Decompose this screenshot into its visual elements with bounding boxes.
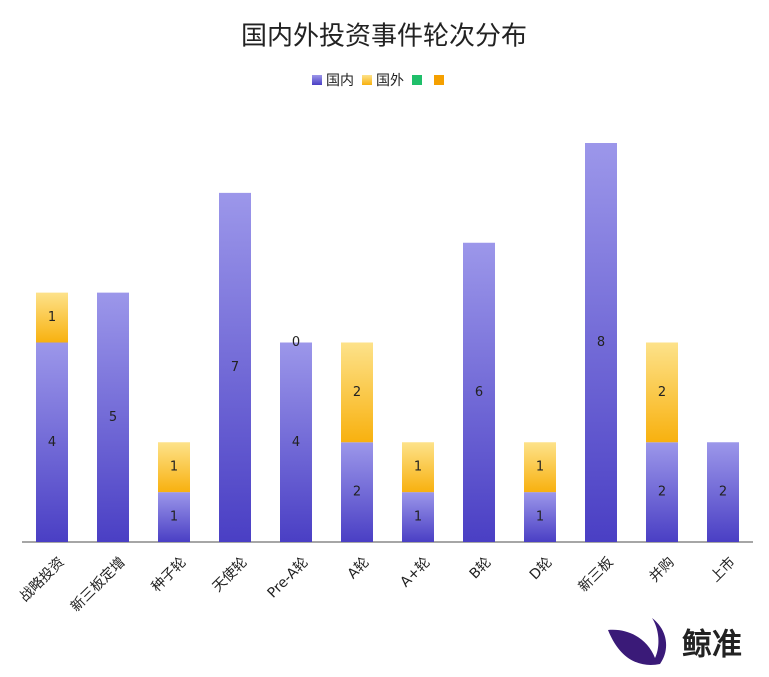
bar-segment	[341, 442, 373, 542]
legend-swatch	[434, 75, 444, 85]
bar-segment	[36, 342, 68, 542]
x-tick-label: 新三板	[576, 554, 617, 595]
bar-segment	[524, 442, 556, 493]
x-tick-label: A+轮	[397, 554, 433, 590]
legend-swatch	[412, 75, 422, 85]
x-tick-label: D轮	[527, 554, 556, 583]
legend-swatch	[362, 75, 372, 85]
x-tick-label: 种子轮	[149, 554, 190, 595]
data-label: 4	[48, 435, 56, 450]
data-label: 2	[658, 485, 666, 500]
logo-icon	[608, 618, 667, 665]
x-tick-label: 并购	[647, 554, 678, 585]
legend-swatch	[312, 75, 322, 85]
data-label: 1	[170, 460, 178, 475]
bar-segment	[463, 242, 495, 542]
x-tick-label: B轮	[467, 554, 495, 582]
data-label: 7	[231, 360, 239, 375]
data-label: 1	[48, 310, 56, 325]
bar-segment	[219, 192, 251, 542]
bar-segment	[402, 492, 434, 542]
x-tick-label: 天使轮	[209, 554, 251, 596]
legend-label: 国内	[326, 73, 354, 89]
data-label: 1	[414, 460, 422, 475]
data-label: 1	[414, 510, 422, 525]
bar-segment	[158, 492, 190, 542]
data-label: 4	[292, 435, 300, 450]
bar-segment	[158, 442, 190, 493]
data-label: 1	[170, 510, 178, 525]
bar-segment	[402, 442, 434, 493]
bar-segment	[646, 442, 678, 542]
x-tick-label: 上市	[707, 554, 739, 586]
data-label: 2	[353, 385, 361, 400]
data-label: 0	[292, 335, 300, 350]
data-label: 2	[353, 485, 361, 500]
logo: 鲸准	[608, 618, 742, 665]
x-tick-label: 战略投资	[17, 554, 68, 605]
data-label: 2	[658, 385, 666, 400]
bar-segment	[36, 292, 68, 343]
watermark: 鲸准	[682, 628, 742, 663]
x-tick-label: A轮	[345, 554, 373, 582]
legend-label: 国外	[376, 73, 404, 89]
bar-segment	[707, 442, 739, 542]
bar-segment	[646, 342, 678, 443]
data-label: 5	[109, 410, 117, 425]
x-tick-label: Pre-A轮	[265, 554, 312, 601]
chart-title: 国内外投资事件轮次分布	[241, 22, 527, 52]
bar-segment	[585, 143, 617, 542]
data-label: 8	[597, 335, 605, 350]
data-label: 6	[475, 385, 483, 400]
data-label: 2	[719, 485, 727, 500]
bar-segment	[524, 492, 556, 542]
data-label: 1	[536, 460, 544, 475]
x-tick-label: 新三板定增	[68, 554, 129, 615]
bar-segment	[97, 292, 129, 542]
bar-segment	[280, 342, 312, 542]
data-label: 1	[536, 510, 544, 525]
bar-segment	[341, 342, 373, 443]
